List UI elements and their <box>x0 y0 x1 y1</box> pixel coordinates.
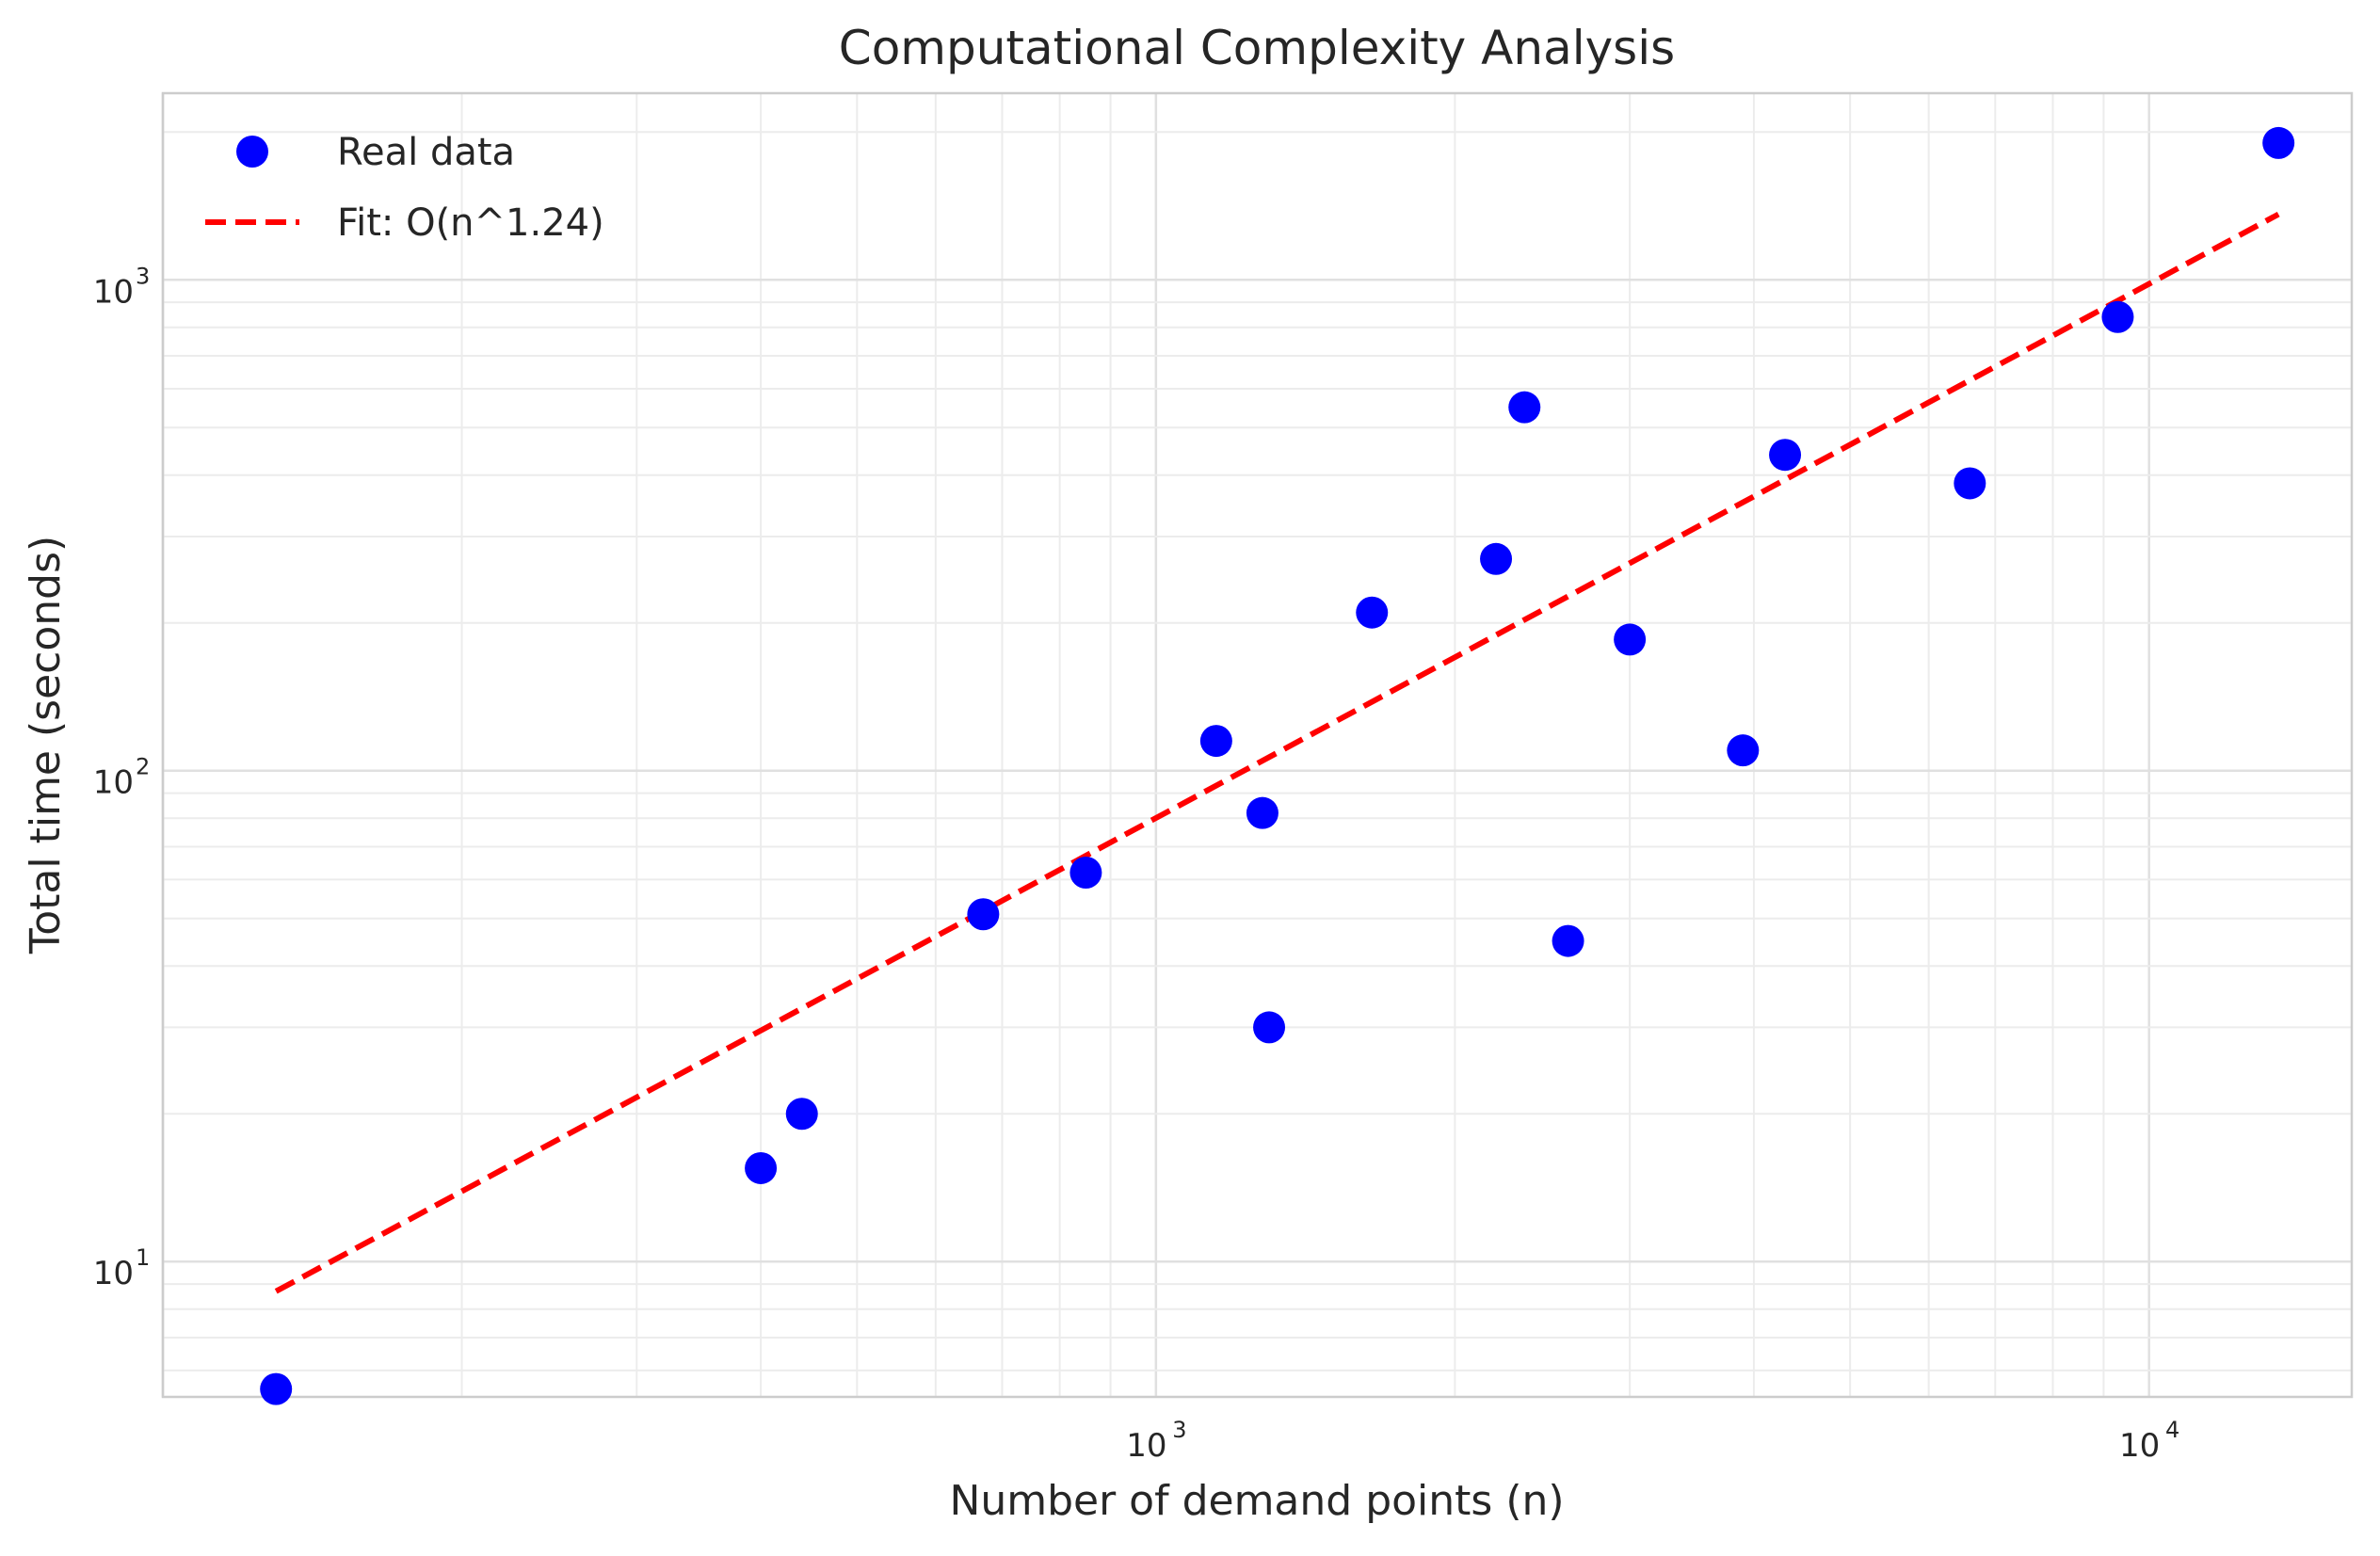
y-tick-base: 10 <box>93 1255 134 1292</box>
y-axis-title: Total time (seconds) <box>22 536 70 954</box>
legend-label-real-data: Real data <box>337 131 515 174</box>
y-tick-label: 10 2 <box>93 754 151 802</box>
data-point <box>1552 924 1584 957</box>
data-point <box>745 1151 778 1184</box>
y-tick-exponent: 2 <box>136 754 150 780</box>
x-axis-title: Number of demand points (n) <box>949 1477 1564 1525</box>
x-tick-exponent: 3 <box>1172 1417 1186 1443</box>
data-point <box>1508 391 1541 424</box>
series-layer <box>260 126 2295 1405</box>
x-tick-label: 10 4 <box>2119 1417 2179 1465</box>
data-point <box>1069 857 1102 890</box>
data-point <box>1769 439 1802 472</box>
y-tick-exponent: 3 <box>136 263 150 289</box>
data-point <box>2262 126 2295 159</box>
x-tick-label: 10 3 <box>1126 1417 1186 1465</box>
legend: Real data Fit: O(n^1.24) <box>205 131 604 245</box>
y-tick-base: 10 <box>93 273 134 311</box>
legend-marker-real-data <box>236 136 268 168</box>
data-point <box>2101 300 2134 333</box>
chart-title: Computational Complexity Analysis <box>839 21 1675 75</box>
data-point <box>1954 467 1986 500</box>
fit-line <box>274 211 2280 1294</box>
x-tick-base: 10 <box>1126 1427 1166 1465</box>
data-point <box>1253 1011 1286 1044</box>
data-point <box>1356 596 1389 629</box>
plot-frame <box>161 91 2354 1399</box>
legend-label-fit: Fit: O(n^1.24) <box>337 201 604 245</box>
data-point <box>1614 623 1647 656</box>
data-point <box>1199 725 1232 758</box>
y-tick-label: 10 1 <box>93 1244 151 1292</box>
data-point <box>785 1098 818 1131</box>
grid-layer <box>161 93 2352 1397</box>
data-point <box>1480 542 1513 575</box>
data-point <box>1246 796 1278 829</box>
tick-layer: 10 3 10 410 110 210 3 <box>93 263 2180 1465</box>
data-point <box>967 898 1000 931</box>
x-tick-base: 10 <box>2119 1427 2160 1465</box>
data-point <box>260 1372 293 1405</box>
y-tick-base: 10 <box>93 764 134 802</box>
y-tick-exponent: 1 <box>136 1244 150 1271</box>
y-tick-label: 10 3 <box>93 263 151 311</box>
data-point <box>1727 734 1760 767</box>
x-tick-exponent: 4 <box>2165 1417 2179 1443</box>
